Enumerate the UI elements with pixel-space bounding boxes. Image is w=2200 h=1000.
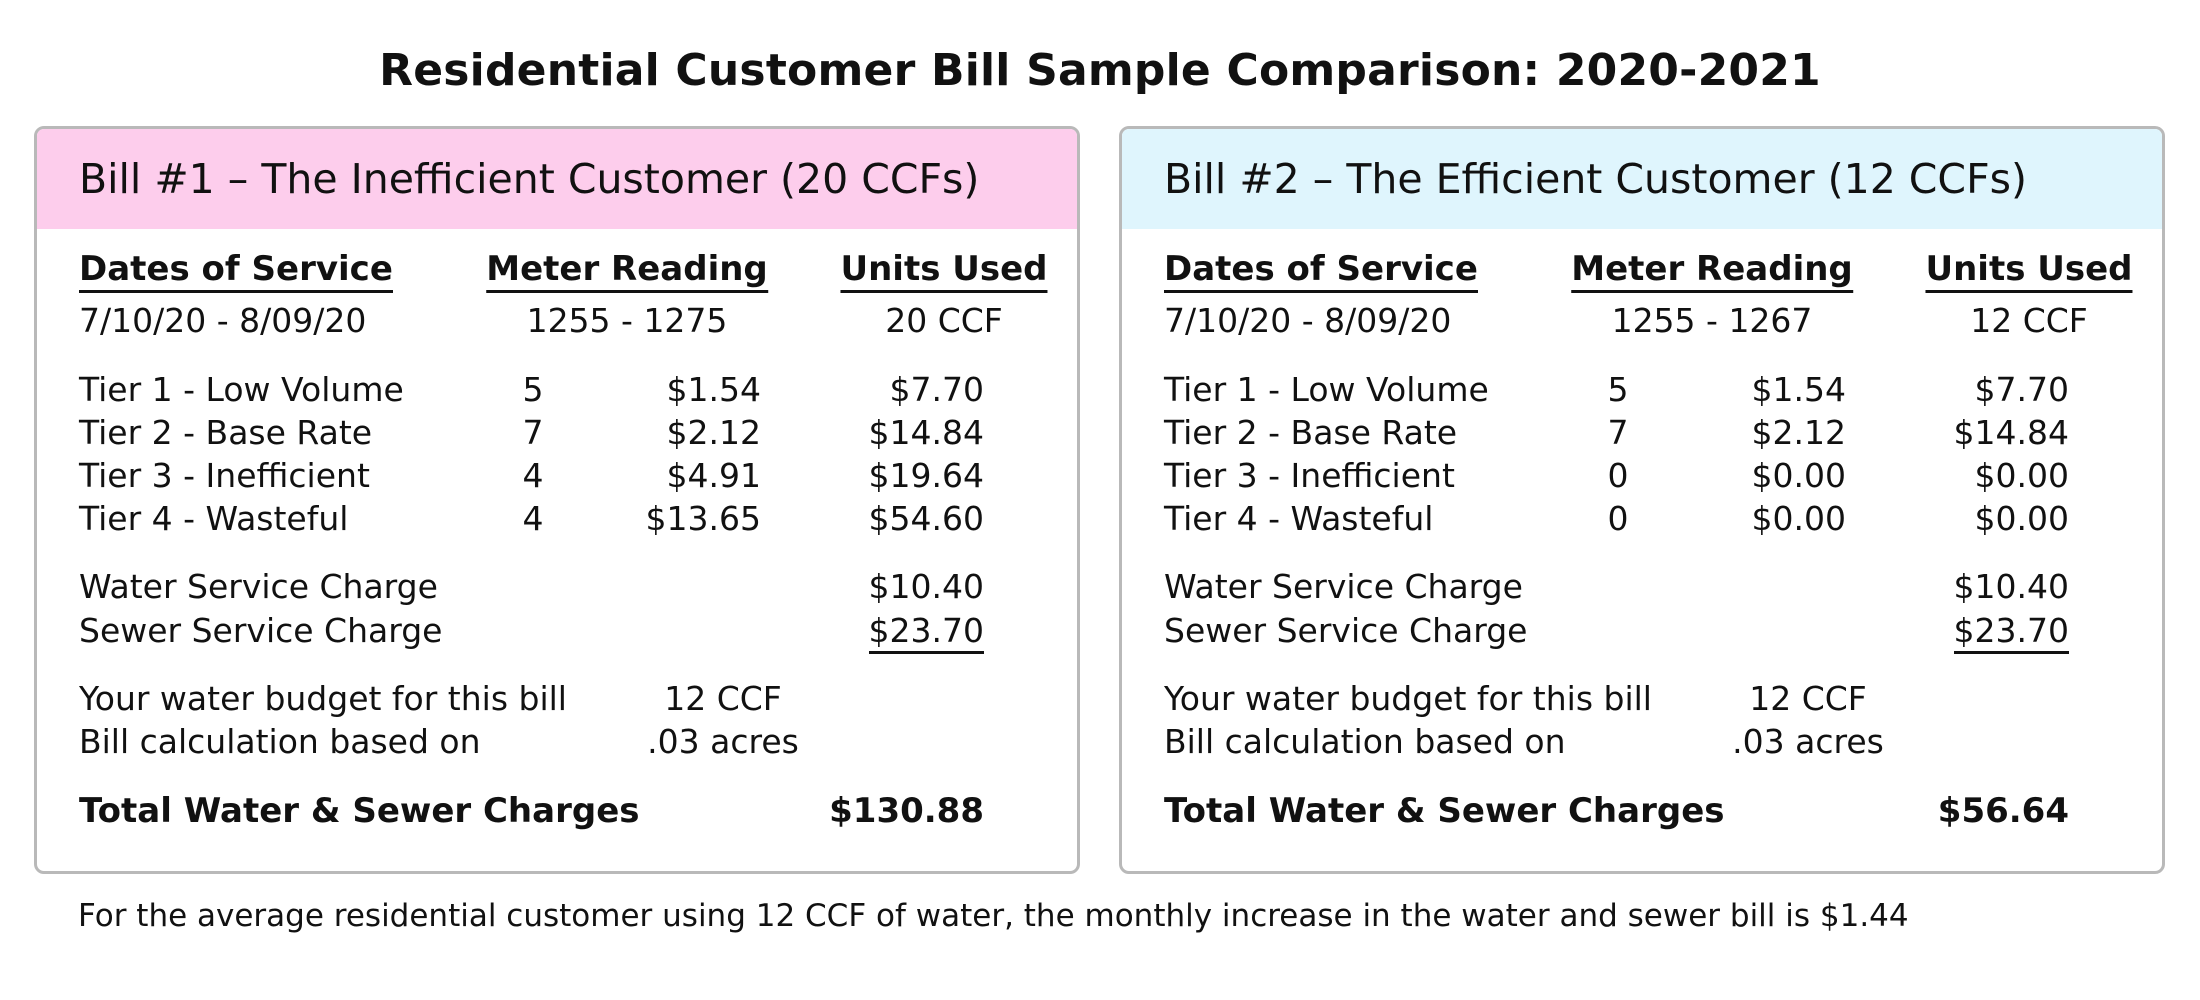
sewer-service-label: Sewer Service Charge <box>1164 611 1528 650</box>
bill-calculation-value: .03 acres <box>647 722 799 761</box>
tier-qty: 4 <box>522 456 544 495</box>
page-title: Residential Customer Bill Sample Compari… <box>379 45 1821 96</box>
tier-amount: $14.84 <box>1953 413 2069 452</box>
tier-rate: $4.91 <box>666 456 761 495</box>
tier-qty: 0 <box>1607 499 1629 538</box>
tier-rate: $13.65 <box>645 499 761 538</box>
water-service-amount: $10.40 <box>868 567 984 606</box>
total-charges-label: Total Water & Sewer Charges <box>1164 791 1725 831</box>
column-header-units: Units Used <box>840 250 1048 294</box>
tier-rate: $2.12 <box>666 413 761 452</box>
tier-amount: $7.70 <box>1974 370 2069 409</box>
total-charges-value: $56.64 <box>1937 791 2069 831</box>
units-used-value: 20 CCF <box>885 301 1003 340</box>
water-budget-label: Your water budget for this bill <box>1164 679 1652 718</box>
bill-header: Bill #2 – The Efficient Customer (12 CCF… <box>1122 129 2162 229</box>
footnote: For the average residential customer usi… <box>78 898 1909 934</box>
bill-calculation-value: .03 acres <box>1732 722 1884 761</box>
bill-card-efficient: Bill #2 – The Efficient Customer (12 CCF… <box>1119 126 2165 874</box>
column-header-dates: Dates of Service <box>1164 250 1478 294</box>
tier-label: Tier 4 - Wasteful <box>79 499 349 538</box>
column-header-meter: Meter Reading <box>1571 250 1853 294</box>
meter-reading-value: 1255 - 1267 <box>1611 301 1813 340</box>
dates-of-service-value: 7/10/20 - 8/09/20 <box>79 301 367 340</box>
tier-qty: 7 <box>522 413 544 452</box>
column-header-meter: Meter Reading <box>486 250 768 294</box>
water-budget-value: 12 CCF <box>1749 679 1867 718</box>
tier-rate: $1.54 <box>1751 370 1846 409</box>
tier-qty: 5 <box>522 370 544 409</box>
sewer-service-label: Sewer Service Charge <box>79 611 443 650</box>
tier-label: Tier 4 - Wasteful <box>1164 499 1434 538</box>
units-used-value: 12 CCF <box>1970 301 2088 340</box>
tier-amount: $54.60 <box>868 499 984 538</box>
bill-card-inefficient: Bill #1 – The Inefficient Customer (20 C… <box>34 126 1080 874</box>
tier-qty: 0 <box>1607 456 1629 495</box>
bill-body: Dates of Service Meter Reading Units Use… <box>1122 229 2162 871</box>
column-header-dates: Dates of Service <box>79 250 393 294</box>
tier-amount: $19.64 <box>868 456 984 495</box>
total-charges-value: $130.88 <box>829 791 984 831</box>
sewer-service-amount: $23.70 <box>1953 612 2069 655</box>
bill-calculation-label: Bill calculation based on <box>79 722 481 761</box>
total-charges-label: Total Water & Sewer Charges <box>79 791 640 831</box>
tier-label: Tier 2 - Base Rate <box>1164 413 1458 452</box>
water-service-label: Water Service Charge <box>79 567 438 606</box>
water-budget-value: 12 CCF <box>664 679 782 718</box>
tier-qty: 5 <box>1607 370 1629 409</box>
tier-label: Tier 2 - Base Rate <box>79 413 373 452</box>
bill-header: Bill #1 – The Inefficient Customer (20 C… <box>37 129 1077 229</box>
sewer-service-amount: $23.70 <box>868 612 984 655</box>
tier-amount: $0.00 <box>1974 456 2069 495</box>
meter-reading-value: 1255 - 1275 <box>526 301 728 340</box>
bill-body: Dates of Service Meter Reading Units Use… <box>37 229 1077 871</box>
tier-rate: $0.00 <box>1751 456 1846 495</box>
tier-label: Tier 1 - Low Volume <box>1164 370 1489 409</box>
tier-amount: $0.00 <box>1974 499 2069 538</box>
tier-rate: $2.12 <box>1751 413 1846 452</box>
tier-rate: $0.00 <box>1751 499 1846 538</box>
bill-calculation-label: Bill calculation based on <box>1164 722 1566 761</box>
tier-label: Tier 1 - Low Volume <box>79 370 404 409</box>
water-budget-label: Your water budget for this bill <box>79 679 567 718</box>
tier-qty: 7 <box>1607 413 1629 452</box>
column-header-units: Units Used <box>1925 250 2133 294</box>
dates-of-service-value: 7/10/20 - 8/09/20 <box>1164 301 1452 340</box>
tier-label: Tier 3 - Inefficient <box>79 456 370 495</box>
water-service-label: Water Service Charge <box>1164 567 1523 606</box>
tier-qty: 4 <box>522 499 544 538</box>
tier-label: Tier 3 - Inefficient <box>1164 456 1455 495</box>
tier-amount: $7.70 <box>889 370 984 409</box>
tier-rate: $1.54 <box>666 370 761 409</box>
tier-amount: $14.84 <box>868 413 984 452</box>
water-service-amount: $10.40 <box>1953 567 2069 606</box>
